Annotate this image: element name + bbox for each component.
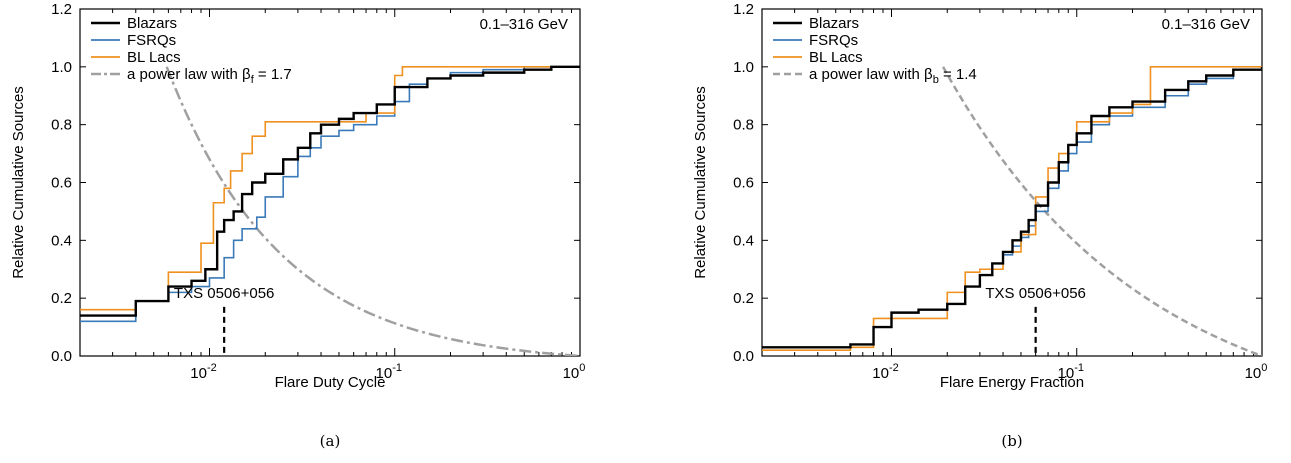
bllacs-step-line	[762, 66, 1262, 352]
power-law-curve	[165, 66, 580, 356]
x-tick-label-base: 10	[1058, 365, 1075, 382]
legend-label-blazars: Blazars	[127, 15, 177, 32]
x-tick-label-base: 10	[872, 365, 889, 382]
y-tick-label: 0.2	[51, 290, 72, 307]
y-tick-label: 0.6	[51, 175, 72, 192]
x-tick-label-exponent: -1	[392, 362, 402, 374]
x-tick-label: 10-1	[1058, 362, 1084, 382]
y-tick-label: 1.2	[51, 1, 72, 18]
y-tick-label: 0.4	[733, 232, 754, 249]
txs-annotation: TXS 0506+056	[174, 285, 275, 302]
x-tick-label: 100	[1245, 362, 1268, 382]
legend-label-pre: a power law with β	[809, 66, 933, 83]
legend-label-powerlaw: a power law with βb = 1.4	[809, 66, 977, 86]
y-tick-label: 1.2	[733, 1, 754, 18]
y-tick-label: 0.0	[51, 348, 72, 365]
legend-label-bllacs: BL Lacs	[809, 49, 863, 66]
x-tick-label: 10-2	[190, 362, 216, 382]
blazars-step-line	[80, 65, 580, 317]
y-tick-label: 0.6	[733, 175, 754, 192]
legend-label-sub: b	[933, 74, 939, 86]
legend-label-fsrqs: FSRQs	[809, 32, 858, 49]
legend-label-blazars: Blazars	[809, 15, 859, 32]
y-tick-label: 0.4	[51, 232, 72, 249]
legend-label-bllacs: BL Lacs	[127, 49, 181, 66]
legend-label-sub: f	[251, 74, 255, 86]
x-tick-label: 10-1	[376, 362, 402, 382]
panel-caption: (a)	[320, 432, 341, 450]
legend-label-powerlaw: a power law with βf = 1.7	[127, 66, 292, 86]
y-tick-label: 1.0	[733, 59, 754, 76]
y-tick-label: 1.0	[51, 59, 72, 76]
bllacs-step-line	[80, 66, 580, 311]
x-tick-label-exponent: 0	[1261, 362, 1267, 374]
y-axis-label: Relative Cumulative Sources	[10, 86, 27, 279]
x-tick-label-base: 10	[1245, 365, 1262, 382]
legend-label-fsrqs: FSRQs	[127, 32, 176, 49]
x-tick-label-exponent: 0	[579, 362, 585, 374]
fsrqs-step-line	[80, 66, 580, 323]
energy-range-label: 0.1–316 GeV	[1162, 16, 1250, 33]
fsrqs-step-line	[762, 66, 1262, 349]
x-tick-label: 100	[563, 362, 586, 382]
x-axis-label: Flare Energy Fraction	[940, 374, 1084, 391]
legend-label-post: = 1.7	[254, 66, 292, 83]
blazars-step-line	[762, 66, 1262, 349]
series-group	[762, 66, 1262, 356]
x-tick-label-base: 10	[190, 365, 207, 382]
x-tick-label-base: 10	[376, 365, 393, 382]
legend-label-pre: a power law with β	[127, 66, 251, 83]
txs-annotation: TXS 0506+056	[985, 285, 1086, 302]
x-tick-label-exponent: -2	[207, 362, 217, 374]
x-axis-label: Flare Duty Cycle	[275, 374, 386, 391]
power-law-curve	[941, 66, 1262, 356]
y-tick-label: 0.2	[733, 290, 754, 307]
y-axis-label: Relative Cumulative Sources	[692, 86, 709, 279]
x-tick-label-exponent: -2	[889, 362, 899, 374]
x-tick-label: 10-2	[872, 362, 898, 382]
x-tick-label-base: 10	[563, 365, 580, 382]
legend-label-post: = 1.4	[939, 66, 977, 83]
y-tick-label: 0.8	[51, 117, 72, 134]
energy-range-label: 0.1–316 GeV	[480, 16, 568, 33]
panel-caption: (b)	[1001, 432, 1022, 450]
x-tick-label-exponent: -1	[1074, 362, 1084, 374]
y-tick-label: 0.8	[733, 117, 754, 134]
series-group	[80, 65, 580, 356]
y-tick-label: 0.0	[733, 348, 754, 365]
